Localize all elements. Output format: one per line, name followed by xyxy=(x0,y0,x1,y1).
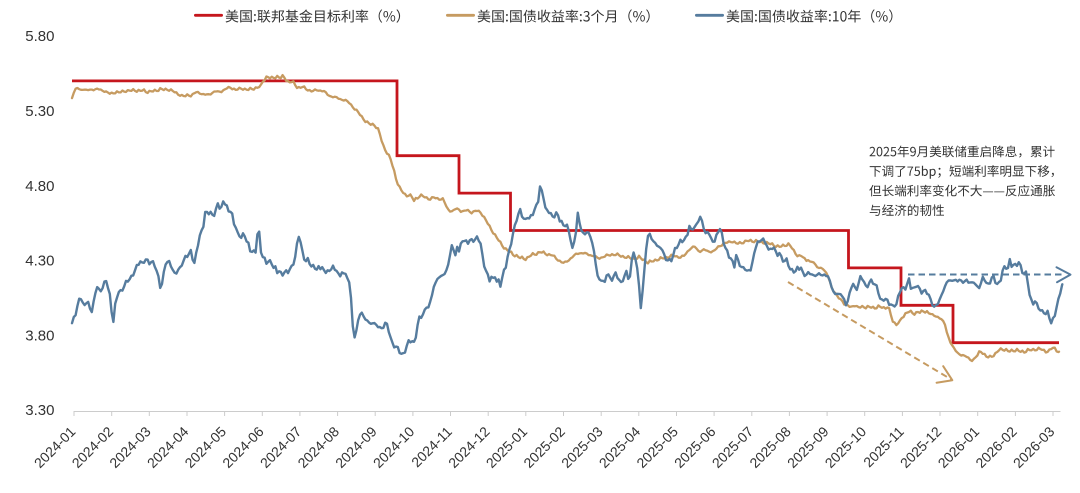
svg-text:4.30: 4.30 xyxy=(25,253,54,270)
svg-text:5.30: 5.30 xyxy=(25,103,54,120)
svg-text:3.80: 3.80 xyxy=(25,327,54,344)
svg-text:5.80: 5.80 xyxy=(25,28,54,45)
svg-text:4.80: 4.80 xyxy=(25,178,54,195)
svg-text:3.30: 3.30 xyxy=(25,402,54,419)
